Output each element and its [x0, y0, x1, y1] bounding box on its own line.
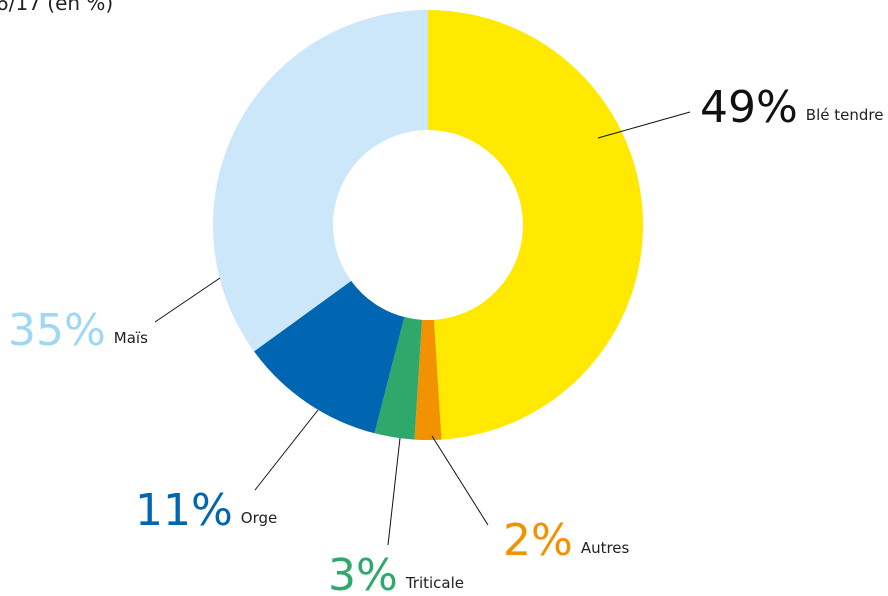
value-label: 3% — [328, 550, 398, 596]
donut-slice — [254, 280, 405, 434]
leader-line — [254, 409, 319, 491]
category-label: Blé tendre — [806, 106, 884, 124]
chart-title: 6/17 (en %) — [0, 0, 113, 15]
donut-slice — [414, 319, 442, 440]
category-label: Orge — [241, 509, 277, 527]
donut-slice — [374, 317, 423, 440]
donut-slice — [213, 10, 428, 352]
value-label: 11% — [135, 485, 233, 536]
value-label: 2% — [503, 515, 573, 566]
donut-slice — [428, 10, 643, 440]
value-label: 35% — [8, 305, 106, 356]
category-label: Maïs — [114, 329, 148, 347]
leader-line — [597, 111, 691, 139]
category-label: Autres — [581, 539, 630, 557]
value-label: 49% — [700, 82, 798, 133]
leader-line — [431, 435, 489, 526]
leader-line — [154, 277, 221, 323]
leader-line — [387, 437, 401, 546]
category-label: Triticale — [405, 574, 464, 592]
